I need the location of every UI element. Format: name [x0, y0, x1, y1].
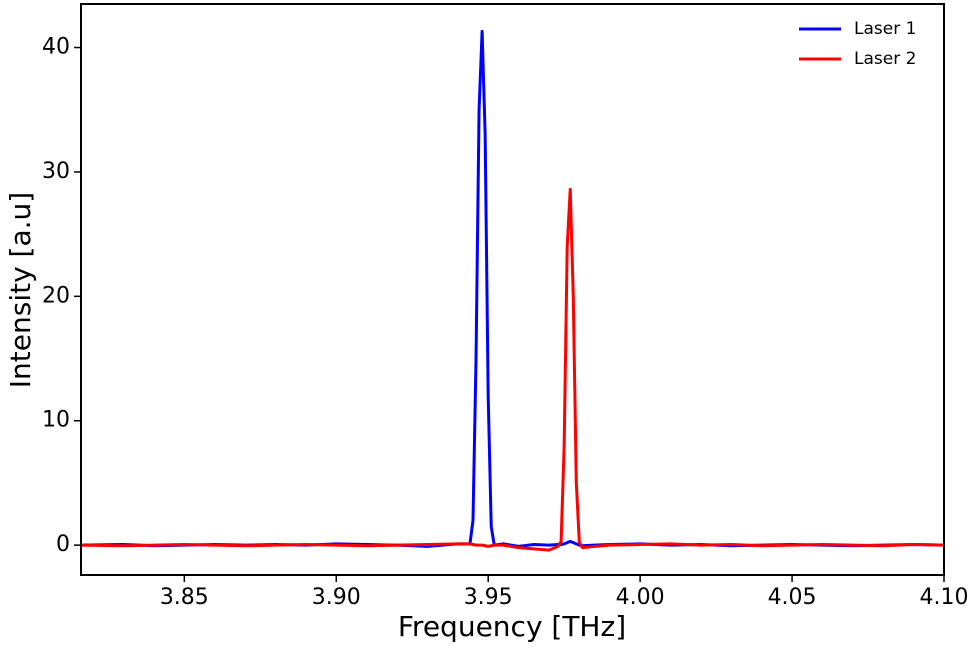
x-axis-label: Frequency [THz] — [398, 610, 626, 643]
y-tick-label: 0 — [56, 532, 70, 557]
x-tick-label: 3.90 — [312, 585, 361, 610]
x-tick-label: 4.10 — [920, 585, 969, 610]
x-tick-label: 3.85 — [160, 585, 209, 610]
y-tick-label: 10 — [42, 408, 70, 433]
legend-label: Laser 1 — [854, 19, 916, 39]
y-axis-label: Intensity [a.u] — [4, 192, 37, 388]
series-line — [81, 187, 944, 552]
y-tick-label: 30 — [42, 159, 70, 184]
legend-label: Laser 2 — [854, 49, 916, 69]
plot-frame — [80, 3, 945, 576]
y-tick-label: 40 — [42, 35, 70, 60]
x-tick-label: 4.05 — [768, 585, 817, 610]
x-tick-label: 4.00 — [616, 585, 665, 610]
series-line — [81, 29, 944, 548]
y-tick-label: 20 — [42, 283, 70, 308]
x-tick-label: 3.95 — [464, 585, 513, 610]
